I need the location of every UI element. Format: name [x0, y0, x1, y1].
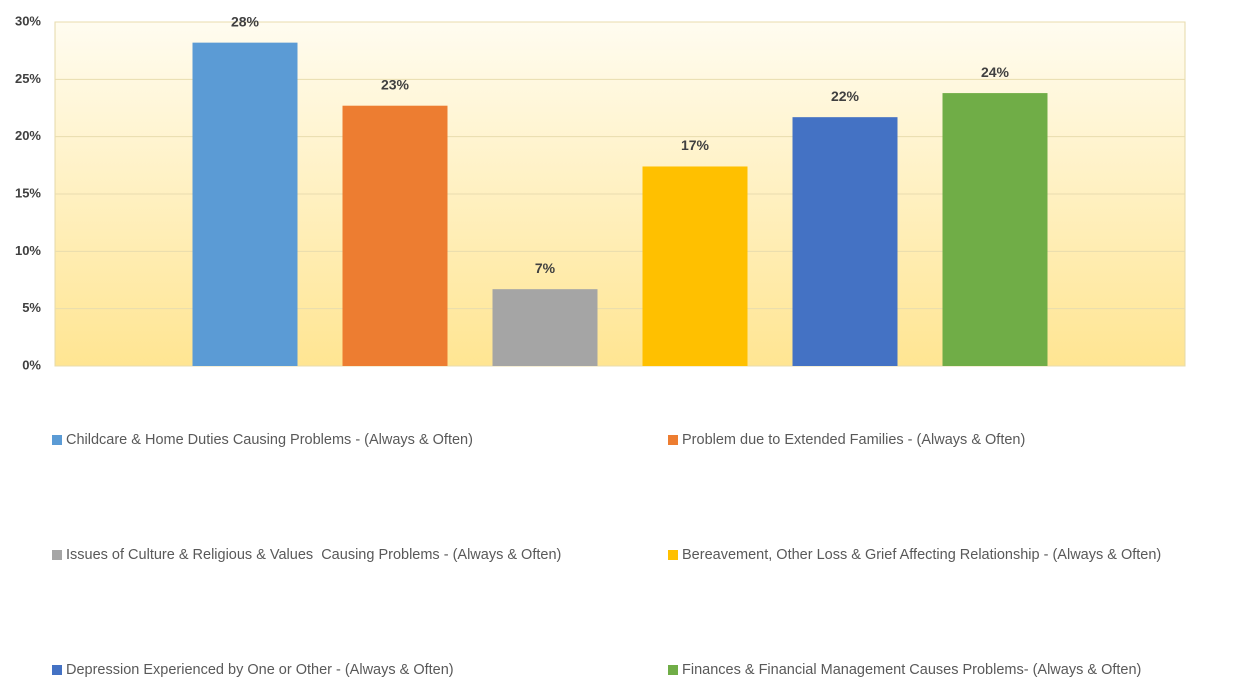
bar [492, 289, 598, 366]
value-label: 28% [231, 13, 260, 29]
value-label: 23% [381, 76, 410, 92]
y-tick-label: 15% [15, 185, 41, 200]
legend-label: Finances & Financial Management Causes P… [682, 662, 1141, 678]
legend-swatch [52, 550, 62, 560]
y-tick-label: 0% [22, 357, 41, 372]
value-label: 22% [831, 88, 860, 104]
y-tick-label: 25% [15, 71, 41, 86]
legend-label: Bereavement, Other Loss & Grief Affectin… [682, 547, 1161, 563]
bar [342, 105, 448, 366]
y-tick-label: 30% [15, 13, 41, 28]
value-label: 17% [681, 137, 710, 153]
legend-label: Childcare & Home Duties Causing Problems… [66, 432, 473, 448]
legend-label: Problem due to Extended Families - (Alwa… [682, 432, 1025, 448]
legend-swatch [668, 435, 678, 445]
y-tick-label: 10% [15, 243, 41, 258]
bar [192, 42, 298, 366]
legend-swatch [52, 435, 62, 445]
value-label: 7% [535, 260, 556, 276]
y-tick-label: 5% [22, 300, 41, 315]
value-label: 24% [981, 64, 1010, 80]
legend-swatch [668, 665, 678, 675]
bar [792, 117, 898, 366]
legend-label: Depression Experienced by One or Other -… [66, 662, 454, 678]
legend-swatch [52, 665, 62, 675]
legend-label: Issues of Culture & Religious & Values C… [66, 547, 561, 563]
bar [942, 93, 1048, 367]
bar [642, 166, 748, 366]
y-tick-label: 20% [15, 128, 41, 143]
legend-swatch [668, 550, 678, 560]
